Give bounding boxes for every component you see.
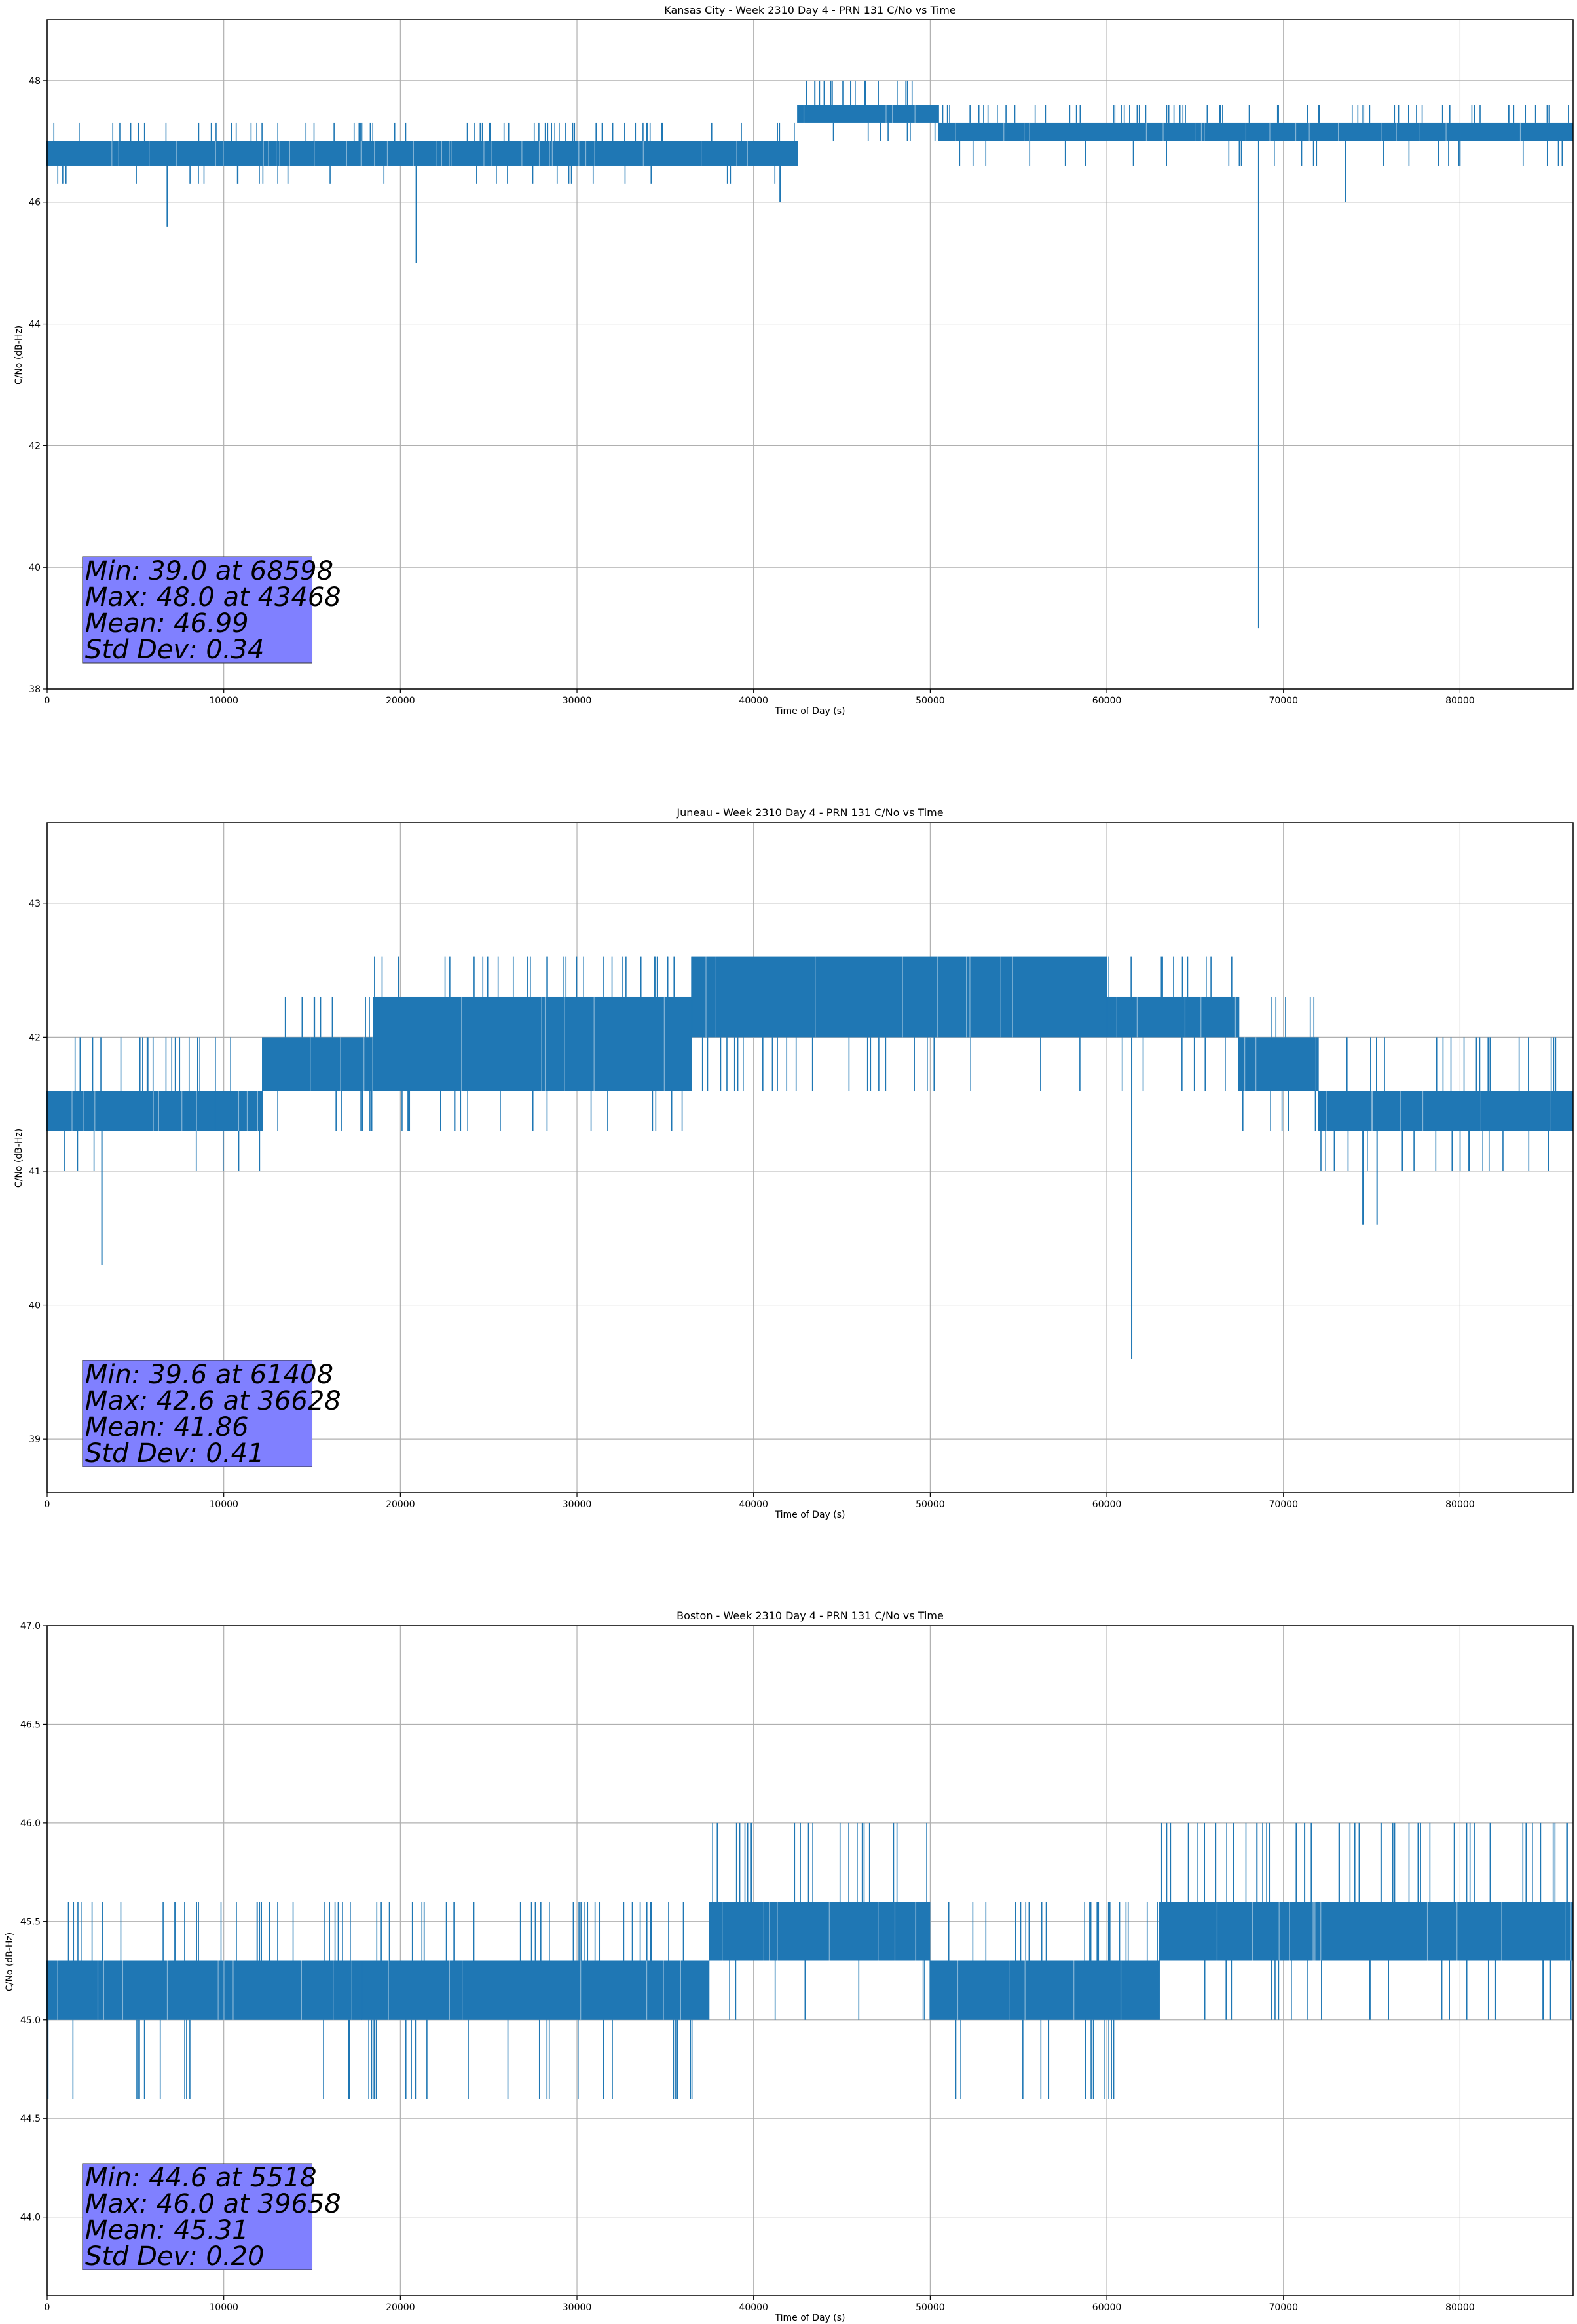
y-tick-label: 38 bbox=[29, 684, 41, 695]
x-tick-label: 0 bbox=[45, 696, 50, 706]
x-axis-label: Time of Day (s) bbox=[775, 1510, 845, 1520]
data-band bbox=[47, 1960, 362, 2020]
x-tick-label: 60000 bbox=[1092, 2302, 1122, 2313]
x-axis-label: Time of Day (s) bbox=[775, 2313, 845, 2323]
stats-line: Mean: 45.31 bbox=[85, 2215, 249, 2245]
axes-frame bbox=[46, 1625, 1574, 2296]
panel-kansas-city: Kansas City - Week 2310 Day 4 - PRN 131 … bbox=[14, 4, 1574, 717]
axes-frame bbox=[46, 822, 1574, 1493]
stats-box bbox=[82, 1360, 313, 1467]
x-tick-label: 10000 bbox=[209, 696, 238, 706]
stats-line: Mean: 46.99 bbox=[85, 609, 249, 639]
stats-line: Std Dev: 0.41 bbox=[85, 1438, 265, 1469]
chart-title: Kansas City - Week 2310 Day 4 - PRN 131 … bbox=[664, 4, 955, 16]
stats-line: Max: 48.0 at 43468 bbox=[85, 582, 341, 612]
x-tick-label: 50000 bbox=[916, 2302, 945, 2313]
y-axis-label: C/No (dB-Hz) bbox=[14, 1129, 24, 1188]
y-tick-label: 45.0 bbox=[20, 2015, 41, 2026]
x-tick-label: 80000 bbox=[1445, 696, 1475, 706]
x-tick-label: 40000 bbox=[739, 2302, 768, 2313]
x-tick-label: 70000 bbox=[1269, 2302, 1298, 2313]
stats-box bbox=[82, 2163, 313, 2270]
data-band bbox=[362, 1960, 710, 2020]
stats-line: Std Dev: 0.20 bbox=[85, 2241, 265, 2272]
y-tick-label: 48 bbox=[29, 76, 41, 86]
x-tick-label: 40000 bbox=[739, 696, 768, 706]
x-tick-label: 30000 bbox=[563, 696, 592, 706]
series-cno bbox=[46, 1822, 1573, 2099]
x-tick-label: 80000 bbox=[1445, 2302, 1475, 2313]
y-tick-label: 40 bbox=[29, 1301, 41, 1311]
series-cno bbox=[46, 956, 1573, 1359]
data-band bbox=[938, 122, 1573, 141]
y-tick-label: 45.5 bbox=[20, 1917, 41, 1927]
chart-title: Boston - Week 2310 Day 4 - PRN 131 C/No … bbox=[677, 1609, 944, 1622]
x-tick-label: 0 bbox=[45, 2302, 50, 2313]
y-tick-label: 44.0 bbox=[20, 2213, 41, 2223]
x-tick-label: 20000 bbox=[386, 696, 415, 706]
x-tick-label: 0 bbox=[45, 1499, 50, 1510]
data-band bbox=[1239, 1037, 1319, 1091]
data-band bbox=[1159, 1902, 1573, 1961]
stats-line: Max: 42.6 at 36628 bbox=[85, 1386, 341, 1416]
x-tick-label: 70000 bbox=[1269, 696, 1298, 706]
x-tick-label: 50000 bbox=[916, 696, 945, 706]
y-tick-label: 42 bbox=[29, 1032, 41, 1043]
stats-line: Mean: 41.86 bbox=[85, 1412, 249, 1442]
data-band bbox=[1318, 1091, 1573, 1131]
data-band bbox=[930, 1960, 1160, 2020]
y-tick-label: 44.5 bbox=[20, 2114, 41, 2124]
data-band bbox=[215, 1091, 263, 1131]
series-cno bbox=[46, 80, 1573, 629]
y-tick-label: 39 bbox=[29, 1434, 41, 1445]
x-tick-label: 80000 bbox=[1445, 1499, 1475, 1510]
stats-line: Max: 46.0 at 39658 bbox=[85, 2189, 341, 2219]
y-tick-label: 46.5 bbox=[20, 1719, 41, 1730]
chart-title: Juneau - Week 2310 Day 4 - PRN 131 C/No … bbox=[676, 806, 943, 819]
x-tick-label: 70000 bbox=[1269, 1499, 1298, 1510]
x-tick-label: 10000 bbox=[209, 2302, 238, 2313]
x-tick-label: 30000 bbox=[563, 2302, 592, 2313]
y-tick-label: 43 bbox=[29, 899, 41, 909]
y-tick-label: 46.0 bbox=[20, 1818, 41, 1829]
x-tick-label: 40000 bbox=[739, 1499, 768, 1510]
y-tick-label: 40 bbox=[29, 563, 41, 573]
data-band bbox=[373, 996, 692, 1091]
stats-line: Min: 39.6 at 61408 bbox=[85, 1360, 333, 1390]
data-band bbox=[47, 141, 798, 166]
data-band bbox=[798, 105, 939, 123]
stats-box bbox=[82, 556, 313, 664]
x-tick-label: 60000 bbox=[1092, 696, 1122, 706]
data-band bbox=[263, 1037, 374, 1091]
stats-line: Min: 44.6 at 5518 bbox=[85, 2163, 317, 2193]
y-tick-label: 42 bbox=[29, 441, 41, 451]
data-band bbox=[692, 956, 1107, 1038]
panel-boston: Boston - Week 2310 Day 4 - PRN 131 C/No … bbox=[5, 1609, 1574, 2323]
stats-line: Min: 39.0 at 68598 bbox=[85, 556, 333, 586]
data-band bbox=[1107, 996, 1240, 1038]
x-tick-label: 50000 bbox=[916, 1499, 945, 1510]
panel-juneau: Juneau - Week 2310 Day 4 - PRN 131 C/No … bbox=[14, 806, 1574, 1520]
x-tick-label: 20000 bbox=[386, 1499, 415, 1510]
axes-frame bbox=[46, 19, 1574, 690]
x-tick-label: 60000 bbox=[1092, 1499, 1122, 1510]
x-tick-label: 30000 bbox=[563, 1499, 592, 1510]
y-tick-label: 47.0 bbox=[20, 1621, 41, 1632]
y-axis-label: C/No (dB-Hz) bbox=[5, 1932, 15, 1991]
y-tick-label: 44 bbox=[29, 320, 41, 330]
x-axis-label: Time of Day (s) bbox=[775, 706, 845, 717]
y-tick-label: 46 bbox=[29, 198, 41, 208]
x-tick-label: 20000 bbox=[386, 2302, 415, 2313]
stats-line: Std Dev: 0.34 bbox=[85, 635, 265, 665]
x-tick-label: 10000 bbox=[209, 1499, 238, 1510]
data-band bbox=[709, 1902, 931, 1961]
y-axis-label: C/No (dB-Hz) bbox=[14, 326, 24, 384]
y-tick-label: 41 bbox=[29, 1167, 41, 1177]
data-band bbox=[47, 1091, 215, 1131]
